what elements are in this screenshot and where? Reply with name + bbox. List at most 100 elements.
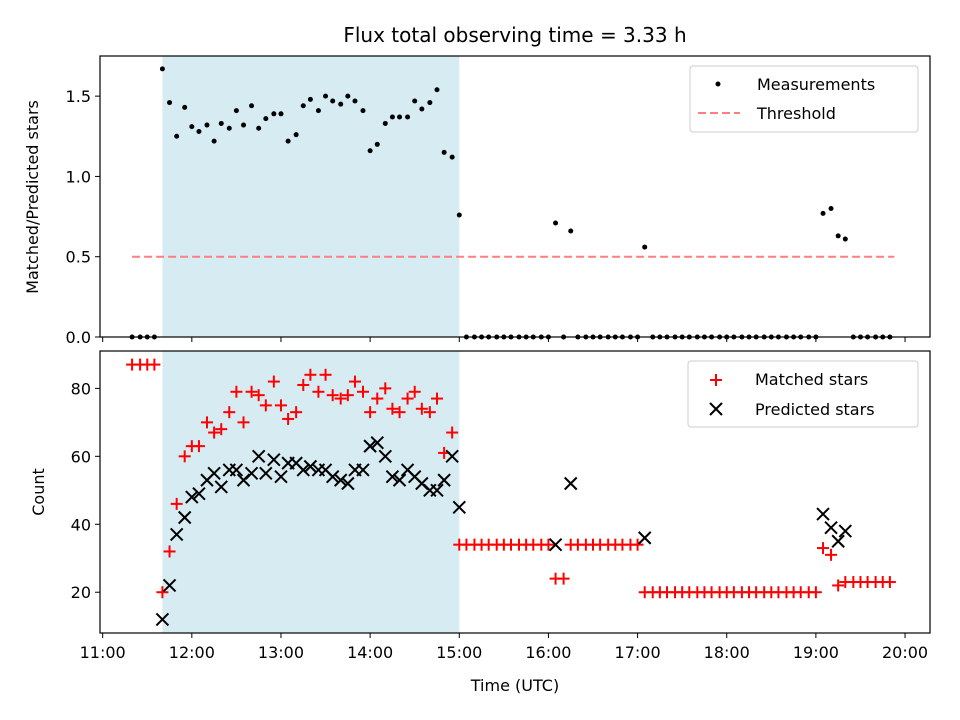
ratio-plot-frame — [99, 55, 931, 338]
predicted-star-point — [363, 439, 377, 453]
matched-star-point — [208, 426, 221, 439]
measurement-point — [842, 236, 848, 242]
predicted-star-point — [452, 500, 466, 514]
matched-star-point — [883, 576, 896, 589]
matched-star-point — [832, 579, 845, 592]
matched-star-point — [297, 378, 310, 391]
matched-star-point — [334, 392, 347, 405]
x-tick-label: 14:00 — [347, 643, 393, 662]
predicted-star-point — [185, 490, 199, 504]
x-tick-label: 19:00 — [793, 643, 839, 662]
matched-star-point — [430, 392, 443, 405]
predicted-star-point — [296, 463, 310, 477]
matched-star-point — [393, 406, 406, 419]
predicted-star-point — [259, 466, 273, 481]
x-tick-label: 20:00 — [882, 643, 928, 662]
matched-star-point — [252, 389, 265, 402]
measurement-point — [285, 138, 291, 144]
y-tick-label: 40 — [71, 515, 91, 534]
predicted-star-point — [392, 473, 407, 487]
legend-matched-label: Matched stars — [755, 370, 868, 389]
matched-star-point — [259, 399, 272, 412]
predicted-star-point — [192, 486, 206, 501]
y-tick-label: 0.5 — [66, 248, 91, 267]
predicted-star-point — [816, 507, 830, 521]
measurement-point — [427, 100, 433, 106]
matched-star-point — [817, 542, 830, 555]
measurement-point — [293, 132, 299, 138]
ratio-observing-window — [162, 56, 460, 337]
predicted-star-point — [155, 612, 170, 627]
ratio-legend-box — [689, 65, 919, 133]
measurement-point — [307, 96, 313, 102]
counts-axis-ticks: 20 40 60 80 11:00 12:00 13:00 14:00 15:00 16:00 17… — [71, 379, 928, 662]
measurement-point — [820, 210, 826, 216]
matched-star-point — [304, 368, 317, 381]
x-tick-label: 16:00 — [525, 643, 571, 662]
measurement-point — [233, 108, 239, 114]
measurement-point — [211, 138, 217, 144]
predicted-star-point — [445, 449, 459, 464]
matched-star-point — [163, 545, 176, 558]
measurement-point — [167, 100, 173, 106]
measurement-point — [226, 125, 232, 131]
matched-star-point — [170, 497, 183, 510]
ratio-y-axis-label: Matched/Predicted stars — [23, 100, 42, 294]
matched-star-point — [290, 406, 303, 419]
measurement-point — [323, 93, 329, 99]
measurement-point — [389, 114, 395, 120]
measurement-point — [360, 108, 366, 114]
measurement-point — [553, 220, 559, 226]
x-tick-label: 12:00 — [169, 643, 215, 662]
measurement-point — [263, 116, 269, 122]
measurement-point — [338, 101, 344, 107]
legend-threshold-label: Threshold — [756, 104, 836, 123]
counts-plot-frame — [99, 350, 931, 634]
predicted-star-point — [229, 463, 244, 477]
predicted-star-point — [831, 534, 845, 548]
matched-star-point — [356, 385, 369, 398]
matched-star-point — [267, 375, 280, 388]
predicted-star-point — [437, 473, 451, 487]
y-tick-label: 1.5 — [66, 87, 91, 106]
predicted-star-point — [244, 466, 259, 481]
measurement-point — [204, 122, 210, 128]
chart-title: Flux total observing time = 3.33 h — [343, 23, 686, 47]
predicted-star-point — [177, 510, 192, 525]
measurement-point — [271, 111, 277, 117]
measurement-point — [374, 141, 380, 147]
predicted-star-point — [824, 520, 838, 535]
predicted-star-point — [430, 483, 444, 498]
x-axis-label: Time (UTC) — [470, 676, 559, 695]
measurement-point — [189, 124, 195, 130]
measurement-point — [249, 103, 255, 109]
predicted-star-point — [274, 470, 288, 484]
x-tick-label: 13:00 — [258, 643, 304, 662]
measurement-point — [456, 212, 462, 218]
y-tick-label: 20 — [71, 583, 91, 602]
legend-matched-marker — [710, 374, 722, 386]
predicted-star-point — [334, 473, 348, 487]
ratio-panel: 0.0 0.5 1.0 1.5 Matched/Predicted stars Mea… — [23, 55, 931, 347]
matched-star-point — [557, 572, 570, 585]
measurement-point — [278, 111, 284, 117]
counts-legend: Matched stars Predicted stars — [687, 360, 919, 428]
predicted-star-point — [325, 470, 340, 484]
measurement-point — [241, 122, 247, 128]
matched-star-point — [230, 385, 243, 398]
measurement-point — [441, 149, 447, 155]
matched-star-point — [364, 406, 377, 419]
predicted-star-point — [564, 476, 578, 491]
legend-measurements-marker — [715, 81, 721, 87]
predicted-star-point — [378, 449, 392, 464]
y-tick-label: 60 — [71, 447, 91, 466]
matched-star-point — [312, 385, 325, 398]
y-tick-label: 80 — [71, 379, 91, 398]
legend-predicted-label: Predicted stars — [755, 400, 875, 419]
matched-star-point — [319, 368, 332, 381]
measurement-point — [182, 104, 188, 110]
predicted-star-point — [341, 476, 355, 491]
predicted-star-point — [251, 449, 266, 464]
